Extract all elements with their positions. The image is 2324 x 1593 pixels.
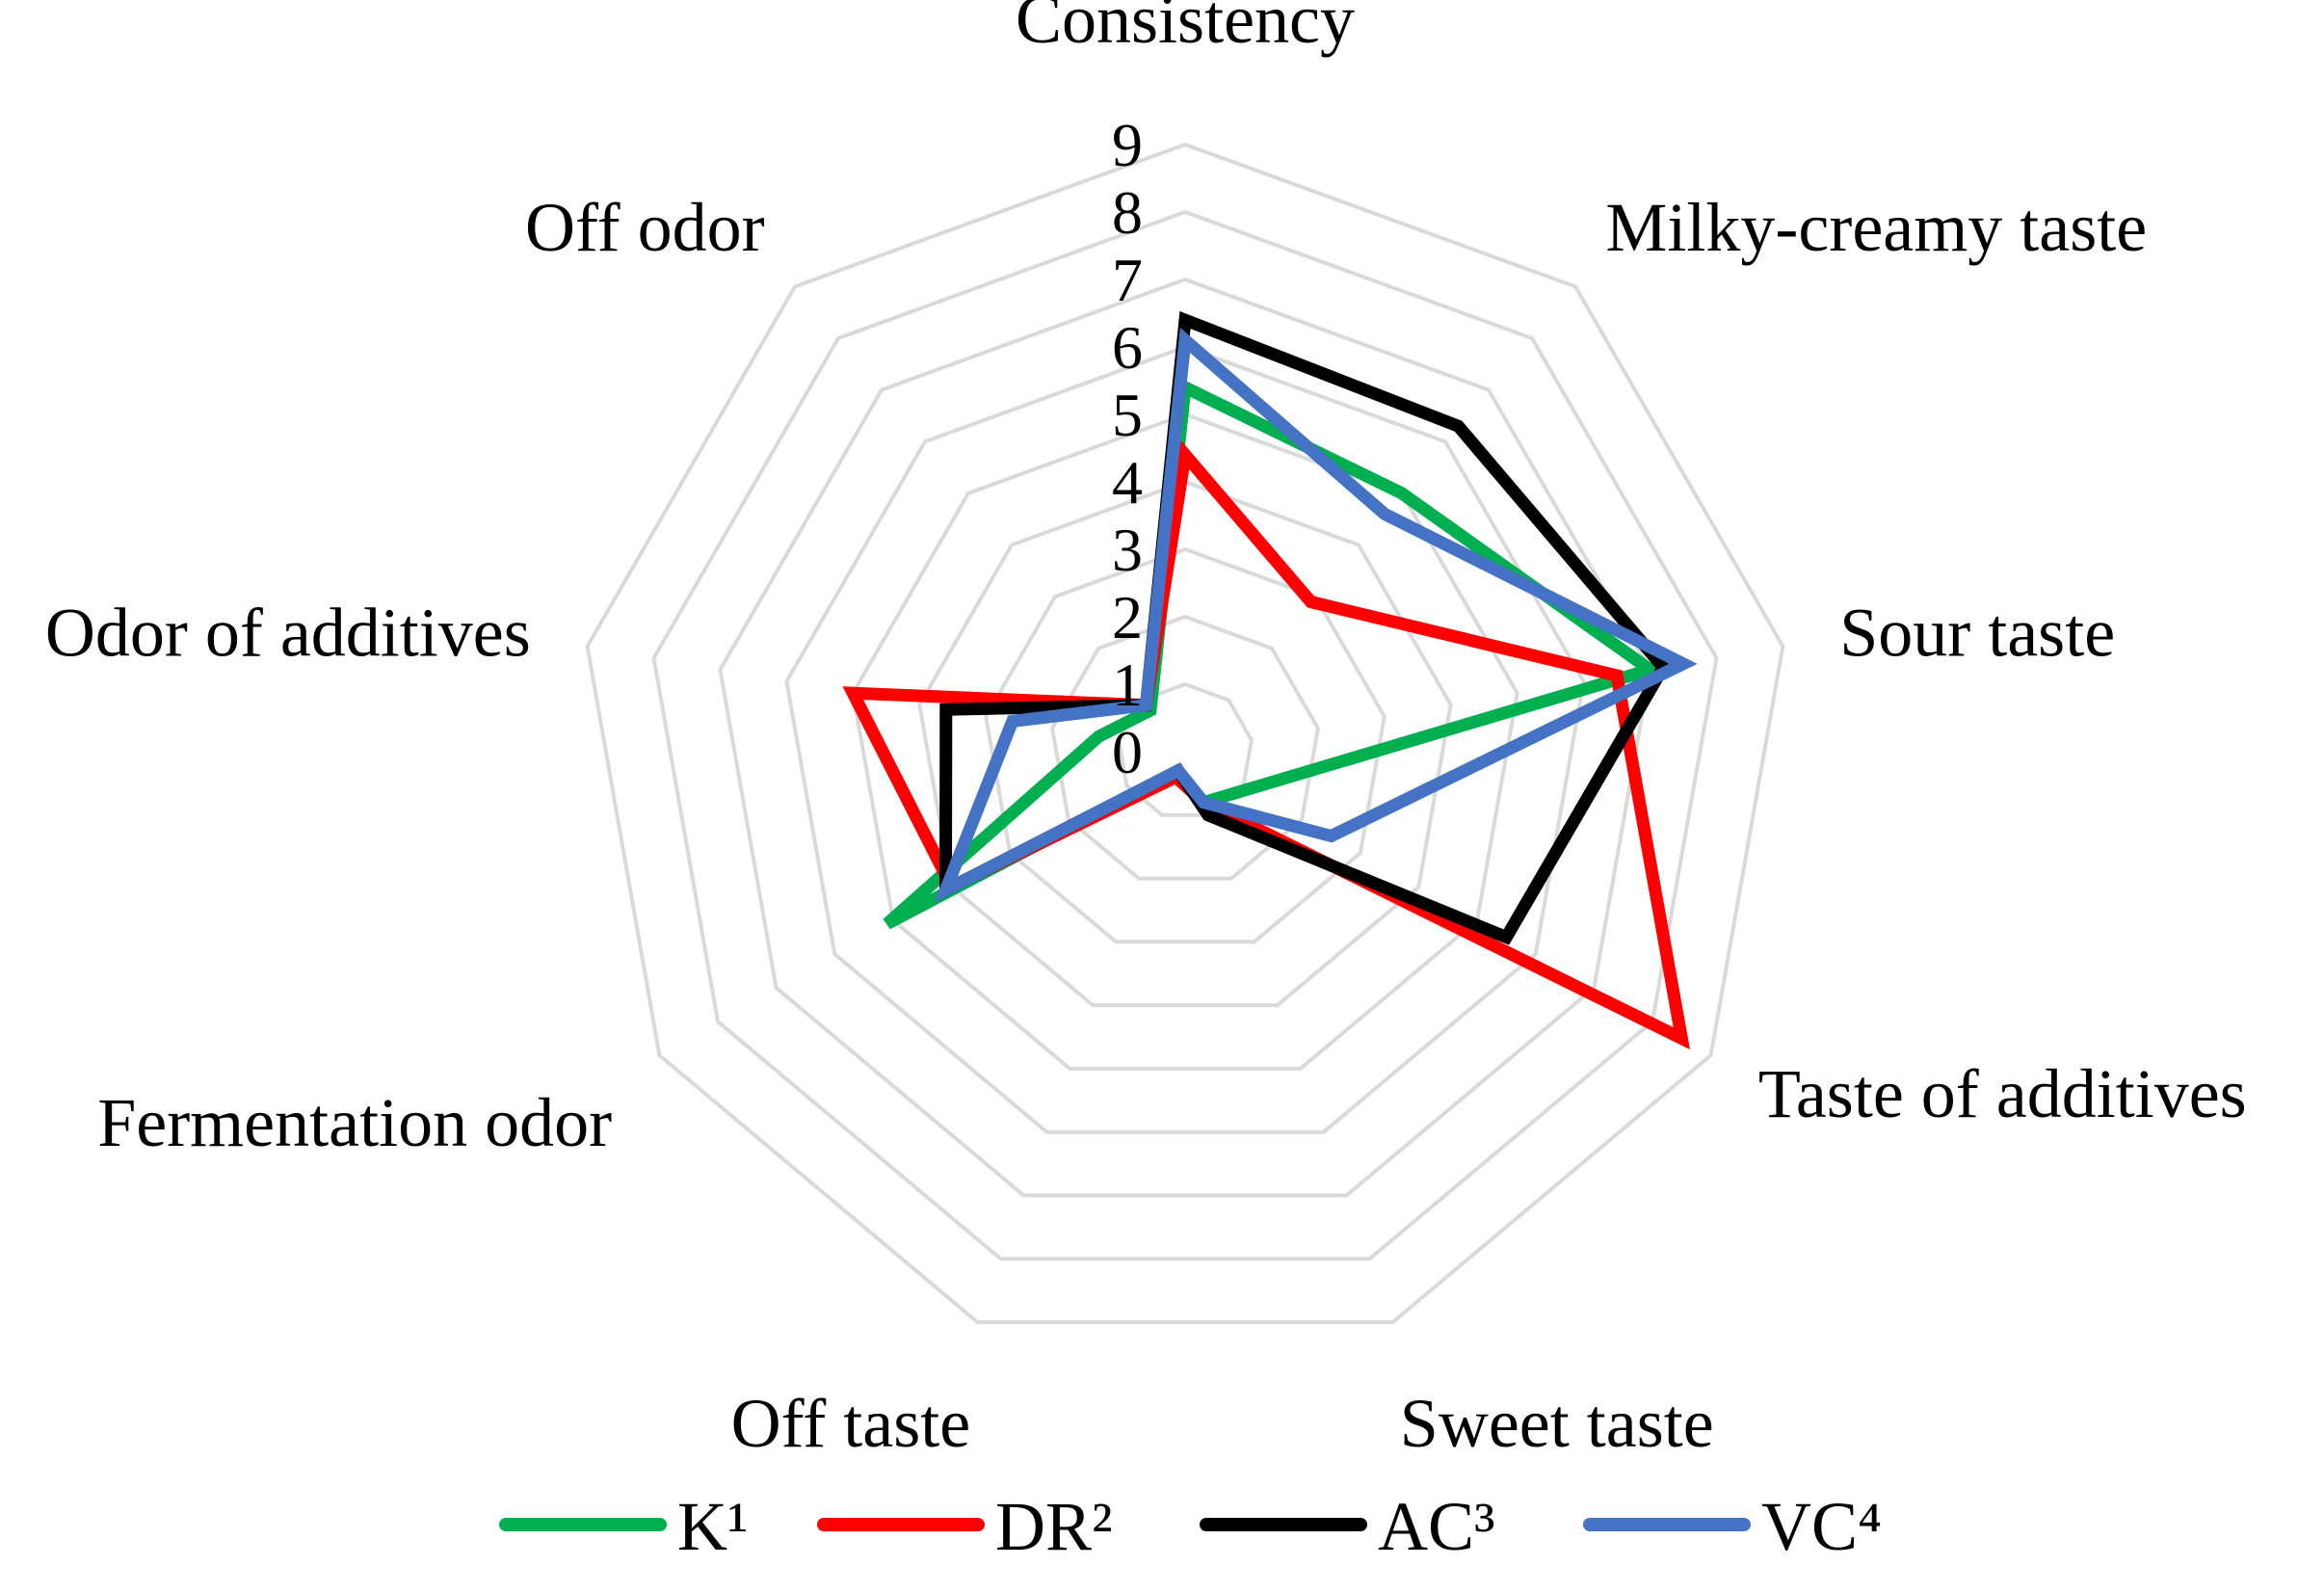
- radar-series: [842, 310, 1698, 1050]
- tick-label-9: 9: [1112, 111, 1143, 179]
- grid-ring-8: [651, 209, 1719, 1261]
- axis-label-off-odor: Off odor: [525, 189, 765, 266]
- grid-ring-2: [1050, 614, 1320, 881]
- tick-label-0: 0: [1112, 718, 1143, 786]
- legend-label-4: VC⁴: [1761, 1488, 1882, 1565]
- tick-label-5: 5: [1112, 381, 1143, 449]
- tick-label-2: 2: [1112, 583, 1143, 651]
- axis-label-odor-of-additives: Odor of additives: [45, 595, 531, 672]
- grid-ring-6: [784, 344, 1586, 1134]
- tick-label-6: 6: [1112, 313, 1143, 382]
- tick-label-7: 7: [1112, 246, 1143, 314]
- radar-grid: [585, 142, 1785, 1324]
- axis-labels: Consistency Milky-creamy taste Sour taste T…: [45, 0, 2247, 1462]
- legend-label-3: AC³: [1378, 1488, 1495, 1565]
- legend-label-1: K¹: [677, 1488, 749, 1565]
- series-line-3: [938, 310, 1672, 945]
- tick-label-8: 8: [1112, 178, 1143, 247]
- grid-ring-3: [984, 546, 1386, 944]
- legend-label-2: DR²: [995, 1488, 1113, 1565]
- tick-label-3: 3: [1112, 516, 1143, 584]
- axis-label-fermentation-odor: Fermentation odor: [97, 1084, 612, 1161]
- axis-label-sour-taste: Sour taste: [1839, 595, 2115, 672]
- grid-ring-5: [851, 412, 1519, 1071]
- tick-label-1: 1: [1112, 650, 1143, 719]
- series-line-4: [934, 327, 1698, 904]
- axis-label-taste-of-additives: Taste of additives: [1758, 1055, 2247, 1132]
- grid-ring-9: [585, 142, 1785, 1324]
- axis-label-sweet-taste: Sweet taste: [1400, 1385, 1714, 1462]
- axis-label-consistency: Consistency: [1016, 0, 1355, 58]
- axis-label-milky-creamy-taste: Milky-creamy taste: [1605, 189, 2147, 266]
- tick-label-4: 4: [1112, 448, 1143, 517]
- grid-ring-7: [718, 277, 1652, 1198]
- legend: K¹ DR² AC³ VC⁴: [499, 1488, 1882, 1565]
- axis-label-off-taste: Off taste: [731, 1385, 971, 1462]
